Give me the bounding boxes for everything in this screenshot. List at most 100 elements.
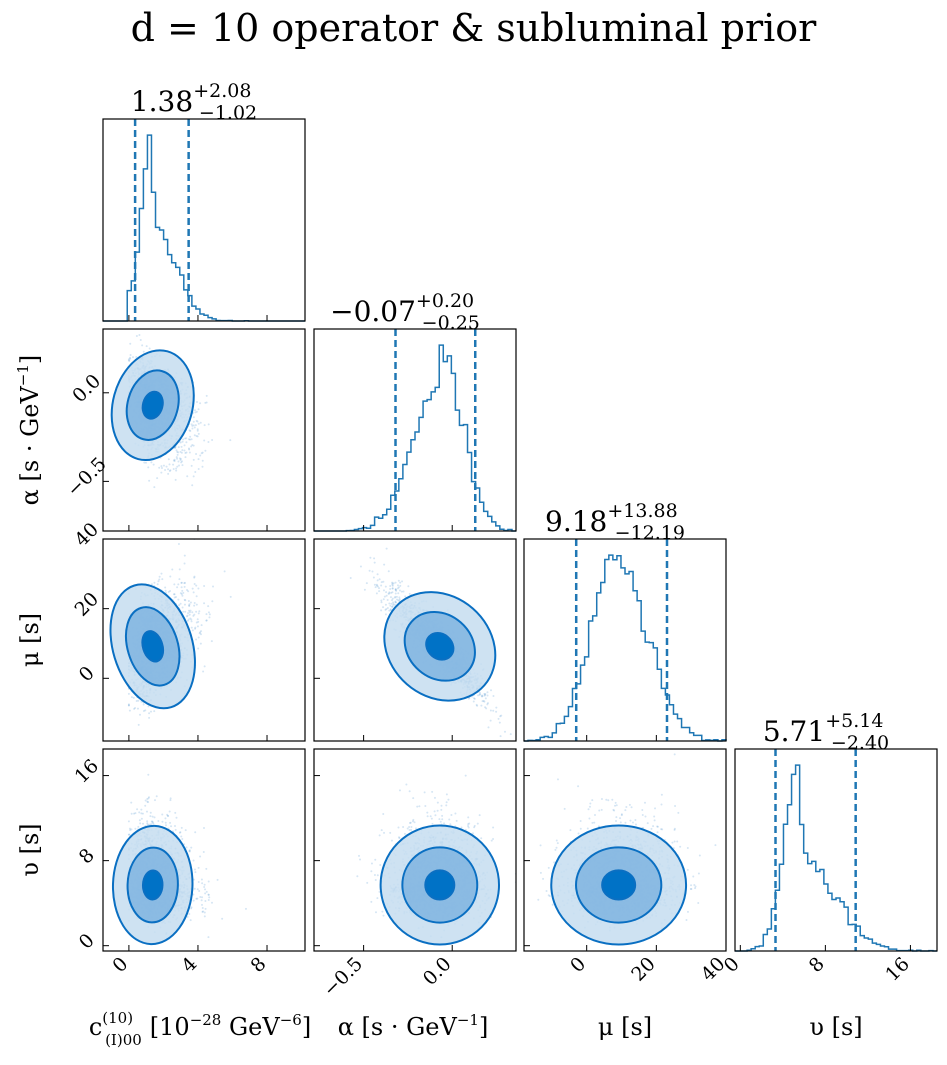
scatter-point (397, 592, 400, 595)
scatter-point (481, 695, 484, 698)
scatter-point (369, 556, 372, 559)
scatter-point (486, 702, 489, 705)
scatter-point (147, 797, 150, 800)
scatter-point (142, 709, 145, 712)
scatter-point (207, 605, 210, 608)
scatter-point (223, 570, 226, 573)
scatter-point (132, 356, 135, 359)
scatter-point (187, 599, 190, 602)
scatter-point (173, 458, 176, 461)
scatter-point (130, 828, 133, 831)
scatter-point (181, 594, 184, 597)
scatter-point (211, 600, 214, 603)
scatter-point (149, 710, 152, 713)
scatter-point (388, 591, 391, 594)
scatter-point (147, 801, 150, 804)
scatter-point (472, 697, 475, 700)
scatter-point (183, 449, 186, 452)
scatter-point (193, 434, 196, 437)
scatter-point (195, 638, 198, 641)
scatter-point (185, 451, 188, 454)
scatter-mu-vs-c10 (109, 539, 232, 726)
scatter-point (168, 810, 171, 813)
scatter-point (484, 693, 487, 696)
scatter-point (195, 897, 198, 900)
scatter-point (180, 581, 183, 584)
scatter-point (408, 592, 411, 595)
scatter-point (378, 590, 381, 593)
scatter-point (193, 575, 196, 578)
contour-inner-mu-alpha (425, 632, 455, 661)
scatter-point (185, 615, 188, 618)
scatter-point (404, 595, 407, 598)
scatter-point (384, 613, 387, 616)
scatter-point (203, 915, 206, 918)
scatter-point (184, 456, 187, 459)
scatter-point (190, 464, 193, 467)
scatter-point (390, 599, 393, 602)
scatter-point (373, 561, 376, 564)
scatter-point (127, 704, 130, 707)
scatter-point (194, 627, 197, 630)
scatter-point (135, 335, 138, 338)
scatter-point (164, 468, 167, 471)
scatter-point (376, 573, 379, 576)
scatter-point (389, 596, 392, 599)
scatter-point (363, 588, 366, 591)
scatter-point (160, 471, 163, 474)
scatter-point (207, 898, 210, 901)
scatter-point (382, 589, 385, 592)
scatter-point (187, 447, 190, 450)
scatter-point (143, 461, 146, 464)
scatter-point (152, 463, 155, 466)
scatter-point (375, 584, 378, 587)
scatter-point (160, 572, 163, 575)
scatter-point (182, 610, 185, 613)
scatter-point (167, 590, 170, 593)
scatter-point (490, 689, 493, 692)
scatter-point (188, 850, 191, 853)
scatter-point (153, 486, 156, 489)
histogram-c10 (103, 119, 305, 322)
scatter-point (398, 599, 401, 602)
scatter-point (188, 605, 191, 608)
scatter-point (187, 612, 190, 615)
scatter-point (402, 590, 405, 593)
scatter-point (149, 815, 152, 818)
scatter-point (387, 570, 390, 573)
scatter-point (389, 584, 392, 587)
scatter-point (481, 694, 484, 697)
scatter-point (200, 624, 203, 627)
scatter-point (139, 339, 142, 342)
scatter-point (395, 598, 398, 601)
scatter-point (186, 915, 189, 918)
scatter-point (398, 598, 401, 601)
scatter-point (184, 452, 187, 455)
scatter-point (168, 463, 171, 466)
scatter-point (180, 586, 183, 589)
scatter-point (197, 467, 200, 470)
scatter-point (184, 610, 187, 613)
scatter-point (391, 581, 394, 584)
scatter-point (173, 593, 176, 596)
scatter-point (509, 733, 512, 736)
panel-title-mu: 9.18+13.88 −12.19 (545, 500, 685, 544)
scatter-point (393, 603, 396, 606)
scatter-point (188, 448, 191, 451)
scatter-point (175, 467, 178, 470)
scatter-point (183, 554, 186, 557)
scatter-point (391, 605, 394, 608)
scatter-point (391, 582, 394, 585)
scatter-point (473, 697, 476, 700)
scatter-point (196, 625, 199, 628)
scatter-point (380, 599, 383, 602)
scatter-point (179, 592, 182, 595)
scatter-point (395, 595, 398, 598)
scatter-point (478, 693, 481, 696)
scatter-point (205, 619, 208, 622)
scatter-point (203, 424, 206, 427)
scatter-point (142, 350, 145, 353)
scatter-point (384, 603, 387, 606)
scatter-point (211, 438, 214, 441)
scatter-point (176, 450, 179, 453)
